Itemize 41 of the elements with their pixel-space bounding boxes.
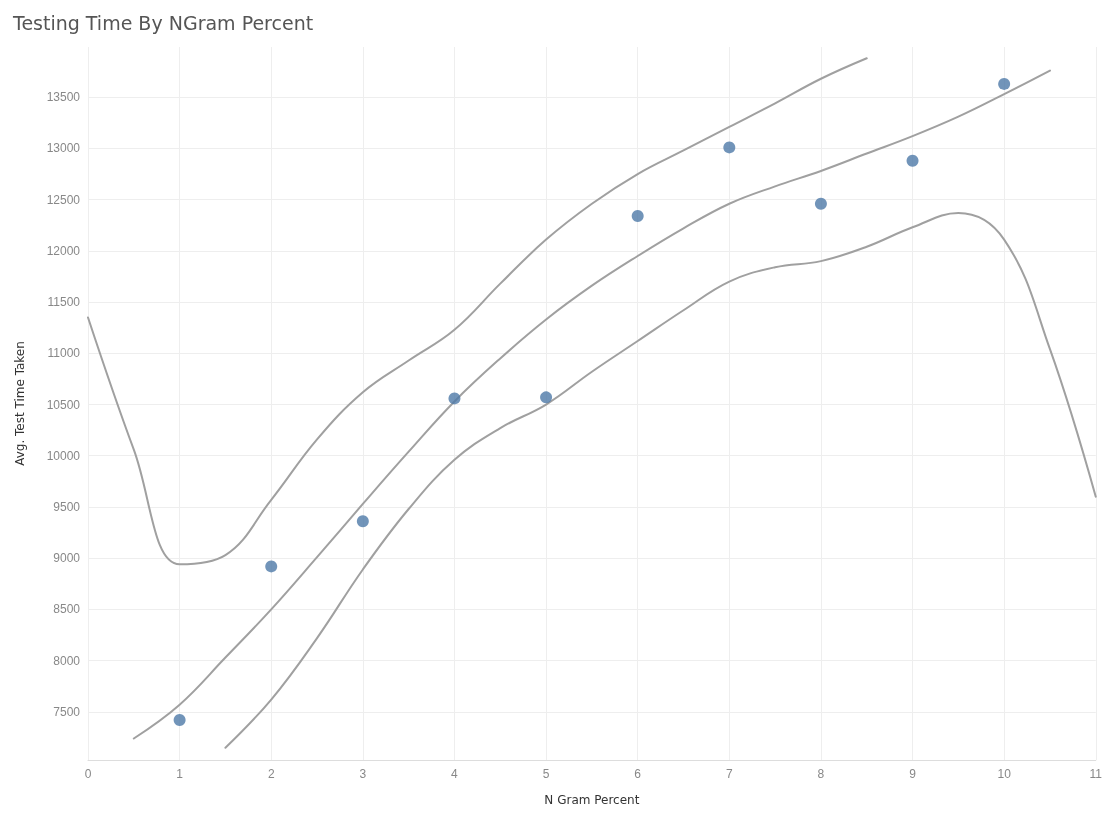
x-tick-label: 7 xyxy=(725,767,733,781)
x-tick-label: 4 xyxy=(451,767,459,781)
y-tick-label: 13500 xyxy=(46,90,81,105)
x-tick-label: 1 xyxy=(176,767,184,781)
y-tick-label: 12500 xyxy=(46,192,81,207)
line-series xyxy=(224,211,1097,749)
y-axis-title: Avg. Test Time Taken xyxy=(13,341,27,466)
x-tick-label: 6 xyxy=(634,767,642,781)
point xyxy=(356,515,369,528)
x-tick-label: 2 xyxy=(267,767,275,781)
x-tick-label: 3 xyxy=(359,767,367,781)
point xyxy=(265,560,278,573)
x-tick-label: 5 xyxy=(542,767,550,781)
y-tick-label: 7500 xyxy=(53,704,81,719)
y-tick-label: 10000 xyxy=(46,448,81,463)
y-tick-label: 11000 xyxy=(47,346,81,361)
y-tick-label: 8000 xyxy=(53,653,81,668)
point xyxy=(173,714,186,727)
point xyxy=(448,392,461,405)
point xyxy=(998,77,1011,90)
y-tick-label: 11500 xyxy=(47,295,81,310)
y-tick-label: 13000 xyxy=(46,141,81,156)
chart-title: Testing Time By NGram Percent xyxy=(12,11,314,34)
y-tick-label: 8500 xyxy=(53,602,81,617)
point xyxy=(723,141,736,154)
x-tick-label: 9 xyxy=(909,767,917,781)
x-tick-label: 0 xyxy=(84,767,92,781)
x-axis-title: N Gram Percent xyxy=(544,793,640,807)
y-tick-label: 9000 xyxy=(53,551,81,566)
point xyxy=(814,197,827,210)
line-series xyxy=(132,69,1051,740)
x-tick-label: 10 xyxy=(997,767,1012,781)
point xyxy=(540,391,553,404)
line-series xyxy=(87,57,868,566)
y-tick-label: 9500 xyxy=(53,499,81,514)
y-tick-label: 10500 xyxy=(46,397,81,412)
point xyxy=(906,154,919,167)
x-tick-label: 11 xyxy=(1089,767,1103,781)
y-tick-label: 12000 xyxy=(46,243,81,258)
x-tick-label: 8 xyxy=(817,767,825,781)
point xyxy=(631,210,644,223)
